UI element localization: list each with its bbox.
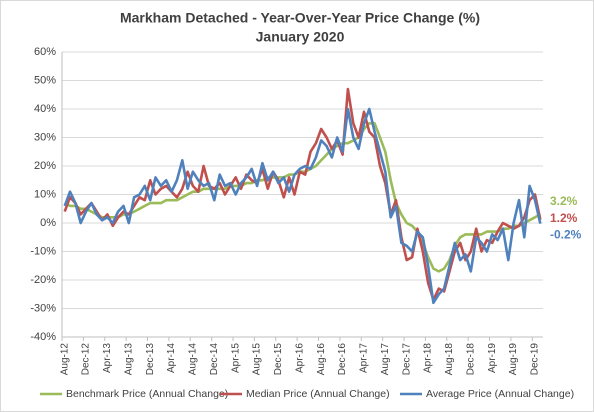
chart-title: Markham Detached - Year-Over-Year Price … — [120, 10, 480, 26]
x-tick-label: Apr-17 — [359, 343, 370, 373]
y-tick-label: 30% — [34, 131, 56, 143]
x-tick-label: Dec-18 — [465, 343, 476, 376]
y-tick-label: -40% — [30, 331, 56, 343]
y-tick-label: 10% — [34, 188, 56, 200]
x-tick-label: Aug-17 — [380, 343, 391, 376]
x-tick-label: Aug-13 — [123, 343, 134, 376]
chart-subtitle: January 2020 — [256, 29, 345, 45]
x-tick-label: Apr-19 — [487, 343, 498, 373]
x-tick-label: Apr-18 — [423, 343, 434, 373]
x-tick-label: Aug-16 — [316, 343, 327, 376]
x-tick-label: Dec-17 — [401, 343, 412, 376]
legend-label: Average Price (Annual Change) — [426, 388, 574, 400]
series-line — [63, 87, 542, 302]
x-tick-label: Apr-14 — [166, 343, 177, 373]
x-tick-label: Aug-19 — [508, 343, 519, 376]
x-tick-label: Dec-12 — [81, 343, 92, 376]
y-tick-label: 20% — [34, 160, 56, 172]
legend-label: Benchmark Price (Annual Change) — [66, 388, 228, 400]
y-tick-label: -30% — [30, 302, 56, 314]
legend-label: Median Price (Annual Change) — [246, 388, 390, 400]
x-tick-label: Aug-18 — [444, 343, 455, 376]
x-tick-label: Apr-13 — [102, 343, 113, 373]
y-tick-label: 40% — [34, 103, 56, 115]
y-tick-label: -10% — [30, 245, 56, 257]
x-tick-label: Dec-15 — [273, 343, 284, 376]
y-tick-label: -20% — [30, 274, 56, 286]
x-tick-label: Apr-15 — [230, 343, 241, 373]
x-tick-label: Dec-13 — [145, 343, 156, 376]
y-tick-label: 60% — [34, 46, 56, 58]
y-tick-label: 50% — [34, 74, 56, 86]
x-tick-label: Aug-15 — [252, 343, 263, 376]
x-tick-label: Aug-12 — [59, 343, 70, 376]
y-tick-label: 0% — [40, 217, 56, 229]
data-label: -0.2% — [550, 228, 582, 242]
x-tick-label: Dec-16 — [337, 343, 348, 376]
x-tick-label: Aug-14 — [188, 343, 199, 376]
series-line — [63, 107, 542, 305]
x-tick-label: Dec-14 — [209, 343, 220, 376]
data-label: 3.2% — [550, 194, 578, 208]
x-tick-label: Apr-16 — [294, 343, 305, 373]
x-tick-label: Dec-19 — [530, 343, 541, 376]
data-label: 1.2% — [550, 211, 578, 225]
